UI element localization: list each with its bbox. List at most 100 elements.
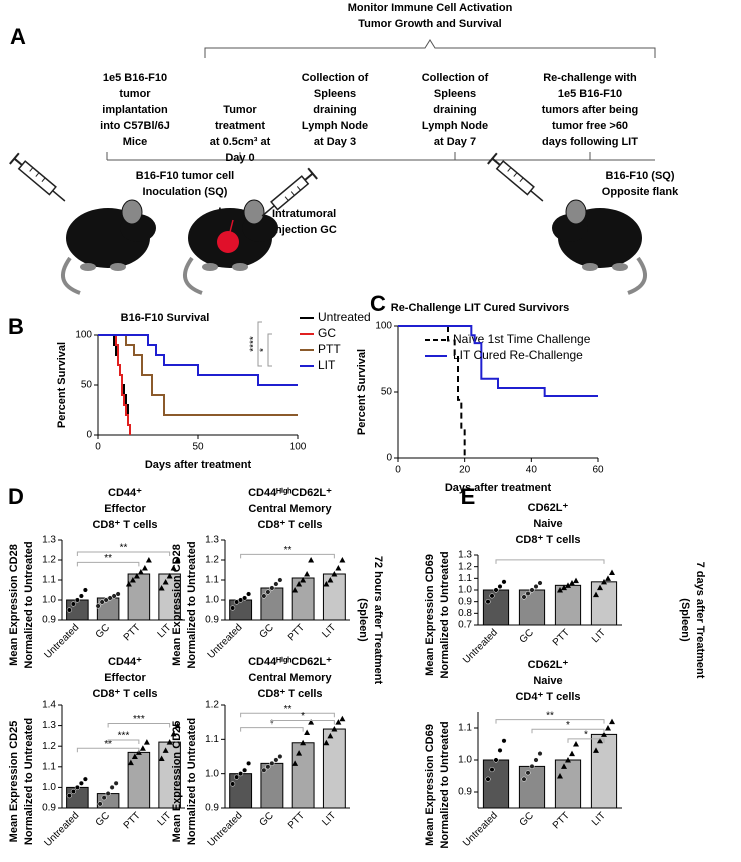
- chart-title: CD8⁺ T cells: [92, 519, 157, 531]
- sig-bracket: [257, 321, 262, 367]
- sig-label: *: [259, 348, 270, 352]
- y-tick-label: 50: [81, 380, 93, 391]
- data-point: [127, 759, 134, 766]
- data-point: [261, 767, 267, 773]
- sig-bracket: [76, 551, 171, 556]
- syringe: [487, 152, 498, 165]
- data-point: [74, 784, 80, 790]
- chart-title: CD44ᴴⁱᵍʰCD62L⁺: [248, 655, 332, 668]
- y-axis-label: Normalized to Untreated: [439, 551, 451, 678]
- injection: Intratumoral: [272, 208, 336, 220]
- data-point: [95, 603, 101, 609]
- data-point: [537, 580, 543, 586]
- sig-bracket: [267, 333, 272, 367]
- data-point: [493, 757, 499, 763]
- data-point: [601, 578, 607, 585]
- chart-title: CD8⁺ T cells: [515, 534, 580, 546]
- data-point: [242, 767, 248, 773]
- sig-bracket: [76, 561, 140, 567]
- mouse-foot: [80, 263, 96, 271]
- data-point: [308, 719, 315, 725]
- y-axis-label: Percent Survival: [56, 342, 68, 428]
- mouse-foot: [202, 263, 218, 271]
- data-point: [238, 597, 244, 603]
- data-point: [485, 599, 491, 605]
- sig-label: **: [120, 543, 128, 554]
- mouse-ear: [565, 199, 587, 225]
- syringe: [491, 157, 501, 166]
- x-axis-label: Days after treatment: [445, 482, 552, 494]
- x-tick-label: 100: [290, 442, 307, 453]
- data-point: [304, 571, 311, 577]
- data-point: [561, 763, 567, 769]
- data-point: [78, 593, 84, 599]
- data-point: [569, 750, 575, 757]
- chart-title: CD44⁺: [108, 656, 142, 668]
- survival-line: [98, 334, 298, 416]
- chart-title: Central Memory: [248, 672, 332, 684]
- x-tick-label: 60: [592, 465, 604, 476]
- chart-title: Effector: [104, 503, 146, 515]
- y-tick-label: 1.2: [205, 555, 219, 566]
- chart-title: Re-Challenge LIT Cured Survivors: [391, 302, 569, 314]
- chart-title: CD8⁺ T cells: [92, 688, 157, 700]
- y-tick-label: 0.9: [458, 596, 472, 607]
- y-axis-label: Normalized to Untreated: [439, 721, 451, 848]
- y-tick-label: 1.1: [42, 575, 56, 586]
- data-point: [269, 585, 275, 591]
- chart-title: CD8⁺ T cells: [257, 688, 322, 700]
- x-tick-label: 40: [526, 465, 538, 476]
- data-point: [234, 599, 240, 605]
- data-point: [308, 557, 315, 563]
- step-text: at 0.5cm³ at: [210, 136, 271, 148]
- x-tick-label: 0: [395, 465, 401, 476]
- data-point: [489, 593, 495, 599]
- step-text: at Day 7: [434, 136, 476, 148]
- data-point: [70, 788, 76, 795]
- syringe: [29, 167, 34, 172]
- sig-bracket: [76, 747, 140, 753]
- y-tick-label: 1.0: [205, 595, 219, 606]
- y-tick-label: 1.2: [458, 561, 472, 572]
- data-point: [143, 739, 150, 745]
- data-point: [230, 605, 236, 611]
- y-tick-label: 1.0: [42, 595, 56, 606]
- data-point: [265, 589, 271, 595]
- chart-title: Central Memory: [248, 503, 332, 515]
- sig-label: *: [584, 730, 588, 741]
- side-label: 72 hours after Treatment: [372, 556, 384, 685]
- sig-label: ***: [118, 731, 130, 742]
- data-point: [533, 583, 539, 590]
- data-point: [113, 780, 119, 786]
- data-point: [158, 585, 165, 591]
- data-point: [561, 584, 567, 591]
- y-tick-label: 100: [375, 321, 392, 332]
- sig-label: **: [284, 704, 292, 715]
- syringe: [284, 196, 289, 201]
- data-point: [129, 577, 136, 583]
- y-tick-label: 1.4: [42, 700, 56, 711]
- data-point: [133, 573, 140, 579]
- y-tick-label: 1.1: [205, 575, 219, 586]
- data-point: [521, 776, 527, 782]
- data-point: [300, 739, 307, 746]
- data-point: [265, 764, 271, 770]
- data-point: [145, 557, 152, 563]
- chart-title: Effector: [104, 672, 146, 684]
- y-tick-label: 1.3: [42, 535, 56, 546]
- step-text: tumor free >60: [552, 120, 628, 132]
- data-point: [66, 607, 72, 613]
- y-axis-label: Normalized to Untreated: [23, 541, 35, 668]
- data-point: [277, 753, 283, 760]
- y-axis-label: Mean Expression CD25: [8, 721, 20, 843]
- syringe: [52, 190, 66, 202]
- syringe-holder: [487, 152, 544, 202]
- legend-label: Untreated: [318, 310, 371, 324]
- y-axis-label: Mean Expression CD25: [171, 721, 183, 843]
- data-point: [269, 760, 275, 766]
- y-tick-label: 1.1: [458, 723, 472, 734]
- y-axis-label: Normalized to Untreated: [23, 718, 35, 845]
- y-tick-label: 0.8: [458, 608, 472, 619]
- y-tick-label: 1.2: [42, 555, 56, 566]
- data-point: [273, 581, 279, 587]
